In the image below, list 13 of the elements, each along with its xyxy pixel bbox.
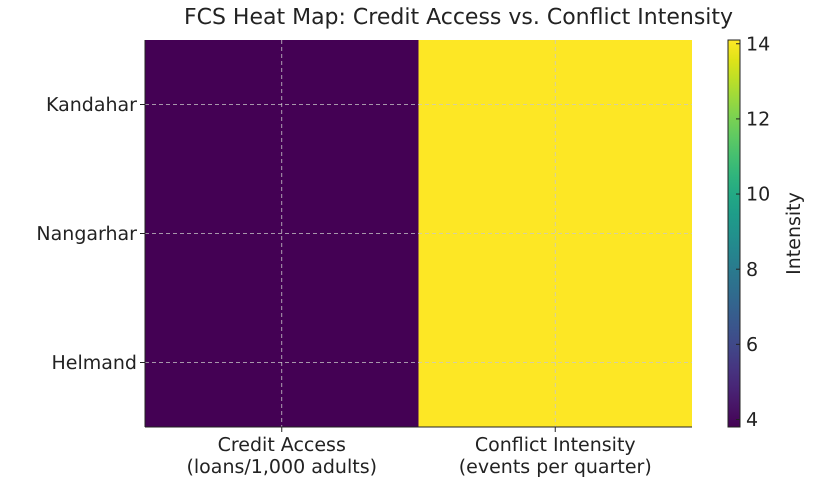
chart-title: FCS Heat Map: Credit Access vs. Conflict Intensity — [184, 5, 734, 30]
color-bar-label: 12 — [746, 108, 770, 131]
color-bar-label: 6 — [746, 334, 758, 356]
y-tick-label: Helmand — [51, 352, 137, 374]
color-bar-title: Intensity — [783, 192, 805, 275]
x-tick-label: Conflict Intensity (events per quarter) — [458, 434, 652, 478]
y-tick-label: Kandahar — [46, 94, 138, 116]
color-bar-label: 4 — [746, 409, 758, 432]
y-tick-label: Nangarhar — [36, 223, 138, 246]
color-bar-label: 8 — [746, 258, 758, 281]
color-bar-label: 10 — [746, 184, 770, 206]
x-tick-label: Credit Access (loans/1,000 adults) — [186, 434, 378, 478]
color-bar-label: 14 — [746, 33, 770, 56]
